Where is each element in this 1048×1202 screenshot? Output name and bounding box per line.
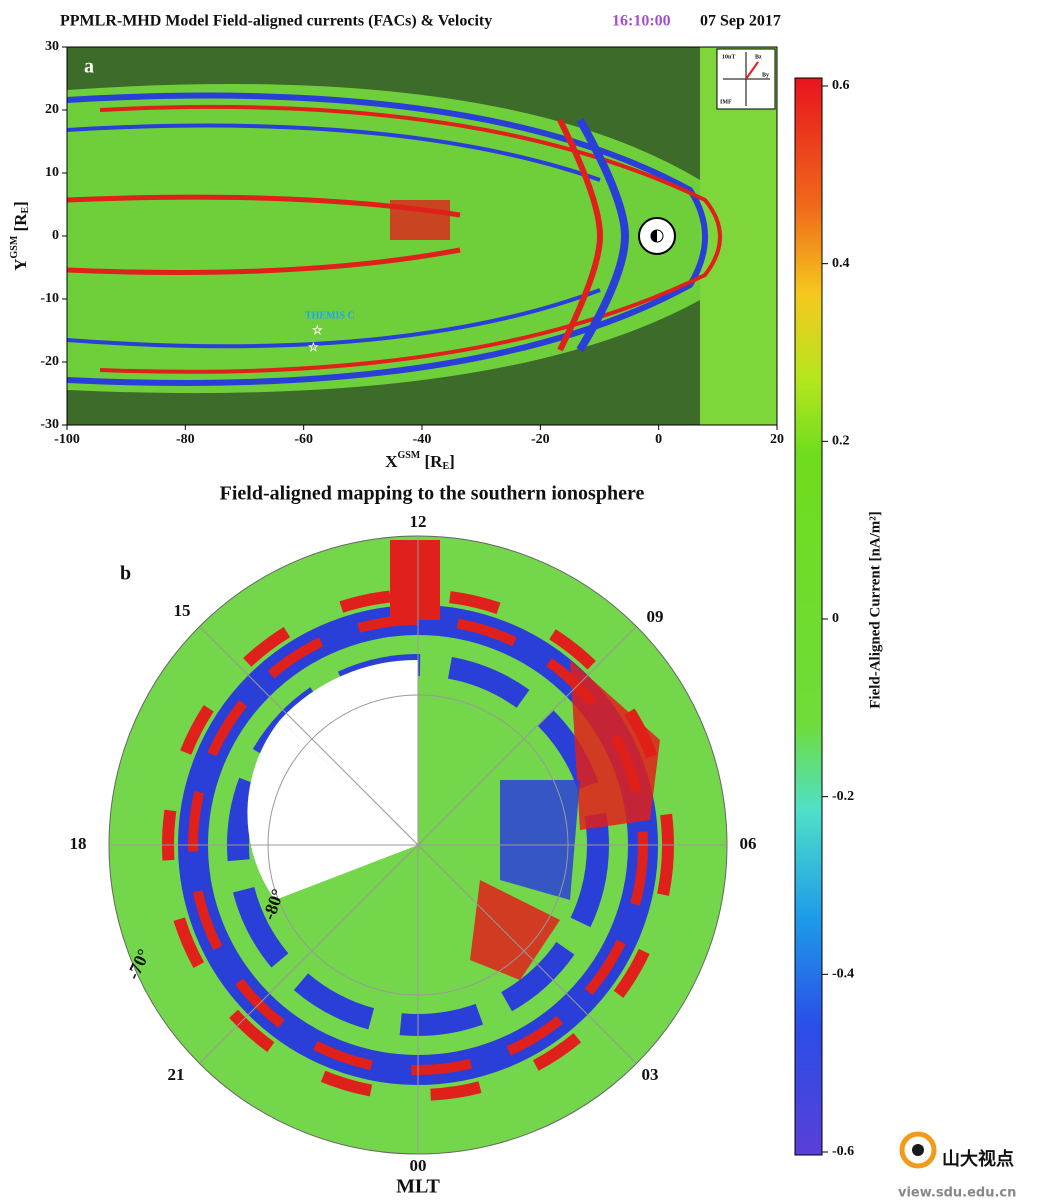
- y-tick-label: -30: [40, 417, 59, 432]
- panel-title: Field-aligned mapping to the southern io…: [220, 483, 645, 505]
- date: 07 Sep 2017: [700, 13, 781, 30]
- x-axis-label: XGSM [RE]: [385, 450, 455, 472]
- mlt-label: 18: [70, 834, 87, 853]
- colorbar-tick-label: 0.2: [832, 434, 850, 449]
- title: PPMLR-MHD Model Field-aligned currents (…: [60, 13, 492, 30]
- imf-label: By: [762, 72, 769, 78]
- logo: [912, 1144, 924, 1156]
- panel-label: a: [84, 56, 94, 78]
- mlt-label: 06: [740, 834, 757, 853]
- star-marker: ☆: [308, 340, 319, 354]
- y-axis-label: YGSM [RE]: [9, 201, 31, 271]
- panel-label: b: [120, 563, 131, 585]
- x-tick-label: -80: [176, 432, 195, 447]
- colorbar-tick-label: 0: [832, 611, 839, 626]
- colorbar-tick-label: 0.4: [832, 256, 850, 271]
- mlt-label: 12: [410, 512, 427, 531]
- watermark-url: view.sdu.edu.cn: [898, 1186, 1016, 1201]
- mlt-label: 21: [168, 1065, 185, 1084]
- mlt-label: 09: [647, 607, 664, 626]
- y-tick-label: -10: [40, 291, 59, 306]
- watermark-name: 山大视点: [942, 1148, 1014, 1170]
- axis-label: MLT: [396, 1176, 440, 1198]
- colorbar-tick-label: 0.6: [832, 78, 850, 93]
- x-tick-label: -100: [54, 432, 80, 447]
- x-tick-label: 0: [655, 432, 662, 447]
- mlt-label: 00: [410, 1156, 427, 1175]
- colorbar: [795, 78, 822, 1155]
- imf-label: IMF: [720, 99, 732, 105]
- mlt-label: 03: [642, 1065, 659, 1084]
- y-tick-label: 10: [45, 165, 59, 180]
- imf-label: 10nT: [722, 54, 735, 60]
- imf-label: Bz: [755, 54, 762, 60]
- mlt-label: 15: [174, 601, 191, 620]
- time: 16:10:00: [612, 13, 671, 30]
- colorbar-tick-label: -0.2: [832, 789, 854, 804]
- star-marker: ☆: [312, 323, 323, 337]
- x-tick-label: -20: [531, 432, 550, 447]
- y-tick-label: 0: [52, 228, 59, 243]
- colorbar-label: Field-Aligned Current [nA/m²]: [867, 511, 883, 709]
- annotation: THEMIS C: [305, 310, 355, 321]
- x-tick-label: -40: [413, 432, 432, 447]
- colorbar-tick-label: -0.6: [832, 1144, 854, 1159]
- y-tick-label: 20: [45, 102, 59, 117]
- figure: PPMLR-MHD Model Field-aligned currents (…: [0, 0, 1048, 1202]
- x-tick-label: -60: [294, 432, 313, 447]
- y-tick-label: -20: [40, 354, 59, 369]
- y-tick-label: 30: [45, 39, 59, 54]
- polar-grid: [109, 536, 727, 1154]
- colorbar-tick-label: -0.4: [832, 967, 854, 982]
- field-image: [67, 47, 777, 425]
- x-tick-label: 20: [770, 432, 784, 447]
